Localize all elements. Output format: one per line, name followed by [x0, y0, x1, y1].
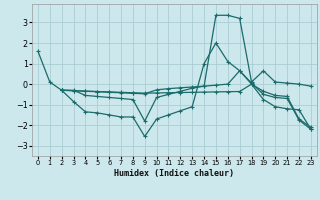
X-axis label: Humidex (Indice chaleur): Humidex (Indice chaleur)	[115, 169, 234, 178]
